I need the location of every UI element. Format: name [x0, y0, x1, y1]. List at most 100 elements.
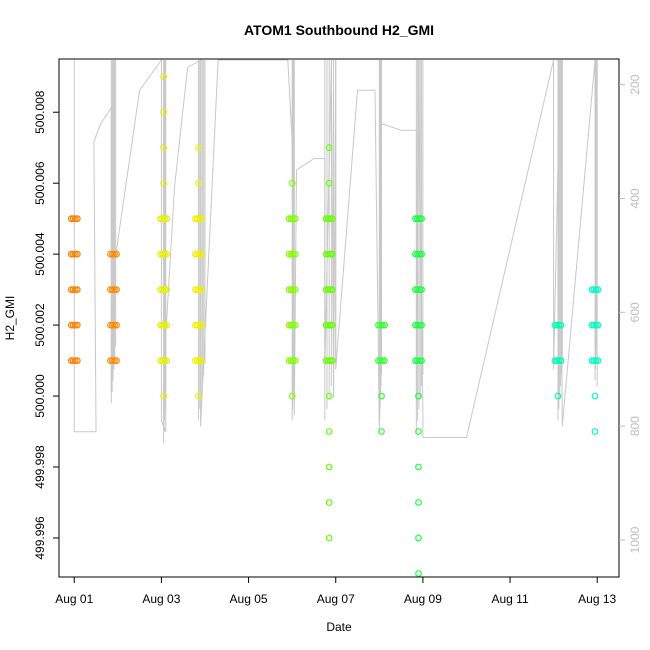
- data-point: [195, 179, 202, 187]
- data-point: [328, 215, 336, 223]
- data-point: [379, 357, 386, 365]
- data-point: [113, 357, 120, 365]
- data-point: [418, 357, 425, 365]
- data-point: [163, 357, 171, 365]
- data-point: [592, 357, 600, 365]
- data-point: [198, 215, 205, 223]
- data-point: [328, 321, 336, 329]
- x-tick-label: Aug 09: [404, 592, 442, 606]
- data-point: [73, 321, 81, 329]
- data-point: [418, 286, 425, 294]
- data-point: [414, 250, 421, 258]
- data-point: [326, 357, 334, 365]
- data-point: [161, 357, 169, 365]
- data-point: [111, 357, 118, 365]
- data-point: [73, 250, 81, 258]
- data-point: [161, 321, 169, 329]
- data-point: [109, 286, 116, 294]
- y2-lines-layer: [73, 58, 598, 444]
- data-point: [71, 357, 79, 365]
- data-point: [69, 250, 77, 258]
- data-point: [418, 321, 425, 329]
- data-point: [289, 321, 297, 329]
- data-point: [416, 357, 423, 365]
- data-point: [159, 321, 167, 329]
- y-tick-label: 500.002: [33, 303, 47, 347]
- data-point: [325, 499, 333, 506]
- data-point: [288, 179, 296, 187]
- data-point: [554, 392, 562, 400]
- x-tick-label: Aug 01: [55, 592, 93, 606]
- data-point: [326, 286, 334, 294]
- data-point: [109, 357, 116, 365]
- data-point: [194, 250, 201, 258]
- data-point: [287, 286, 295, 294]
- data-point: [378, 428, 385, 435]
- data-point: [160, 179, 168, 187]
- x-axis-label: Date: [326, 620, 352, 634]
- data-point: [113, 250, 120, 258]
- data-point: [555, 321, 563, 329]
- data-point: [163, 321, 171, 329]
- data-point: [161, 215, 169, 223]
- data-point: [557, 357, 565, 365]
- data-point: [113, 321, 120, 329]
- data-point: [324, 250, 332, 258]
- data-point: [111, 286, 118, 294]
- data-point: [73, 357, 81, 365]
- data-point: [416, 215, 423, 223]
- data-point: [590, 321, 598, 329]
- data-point: [326, 215, 334, 223]
- data-point: [161, 250, 169, 258]
- data-point: [414, 215, 421, 223]
- y2-tick-label: 800: [628, 416, 642, 436]
- data-point: [196, 321, 203, 329]
- y2-tick-label: 1000: [628, 526, 642, 553]
- data-point: [160, 392, 168, 400]
- data-point: [414, 321, 421, 329]
- data-point: [381, 321, 388, 329]
- data-point: [326, 321, 334, 329]
- data-point: [553, 321, 561, 329]
- data-point: [196, 250, 203, 258]
- data-point: [325, 428, 333, 435]
- data-point: [163, 215, 171, 223]
- data-point: [289, 357, 297, 365]
- x-tick-label: Aug 11: [491, 592, 528, 606]
- y2-tick-label: 200: [628, 74, 642, 94]
- data-point: [591, 428, 599, 435]
- data-point: [109, 250, 116, 258]
- data-point: [415, 392, 422, 400]
- data-point: [326, 250, 334, 258]
- data-point: [289, 215, 297, 223]
- data-point: [161, 286, 169, 294]
- data-point: [69, 286, 77, 294]
- data-point: [195, 144, 202, 152]
- data-point: [418, 250, 425, 258]
- data-point: [71, 250, 79, 258]
- data-point: [328, 250, 336, 258]
- data-point: [557, 321, 565, 329]
- y-tick-label: 500.008: [33, 90, 47, 134]
- data-point: [289, 250, 297, 258]
- data-point: [159, 286, 167, 294]
- data-point: [111, 250, 118, 258]
- data-point: [71, 215, 79, 223]
- data-point: [196, 357, 203, 365]
- points-layer: [67, 73, 602, 577]
- data-point: [111, 321, 118, 329]
- data-point: [324, 215, 332, 223]
- data-point: [415, 570, 422, 577]
- data-point: [415, 499, 422, 506]
- data-point: [418, 215, 425, 223]
- data-point: [287, 250, 295, 258]
- data-point: [159, 250, 167, 258]
- data-point: [379, 321, 386, 329]
- data-point: [555, 357, 563, 365]
- data-point: [198, 357, 205, 365]
- data-point: [291, 321, 299, 329]
- data-point: [377, 357, 384, 365]
- y2-tick-label: 400: [628, 188, 642, 208]
- y2-series-line: [73, 58, 598, 438]
